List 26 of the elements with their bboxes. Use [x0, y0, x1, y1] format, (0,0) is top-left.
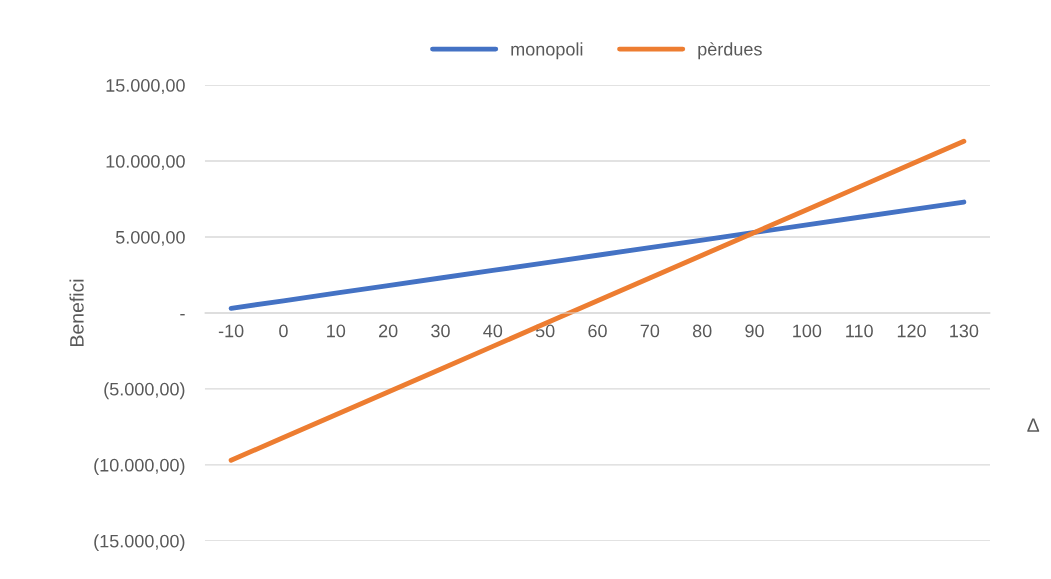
legend-label: pèrdues	[698, 42, 762, 60]
x-tick-label: 40	[483, 324, 503, 338]
x-tick-label: 20	[379, 324, 398, 338]
x-tick-label: 120	[897, 324, 926, 338]
x-tick-label: 110	[846, 324, 873, 338]
y-tick-label: (5.000,00)	[104, 382, 185, 400]
y-tick-label: -	[180, 313, 185, 316]
y-tick-label: 15.000,00	[106, 79, 185, 94]
x-tick-label: 80	[692, 324, 712, 338]
x-tick-label: 0	[279, 324, 288, 338]
y-tick-label: 10.000,00	[106, 154, 185, 170]
legend-label: monopoli	[511, 42, 583, 60]
x-tick-label: 130	[950, 324, 979, 338]
line-series	[228, 199, 967, 311]
x-tick-label: -10	[218, 324, 244, 338]
x-tick-label: 10	[327, 324, 346, 338]
x-tick-label: 90	[745, 324, 764, 338]
x-tick-label: 60	[588, 324, 607, 338]
x-tick-label: 30	[431, 324, 450, 338]
x-tick-label: 70	[640, 324, 660, 338]
y-tick-label: (10.000,00)	[94, 458, 185, 476]
x-tick-label: 100	[793, 324, 822, 338]
y-tick-label: 5.000,00	[115, 230, 185, 246]
x-axis-title: Δ	[1027, 418, 1040, 432]
y-tick-label: (15.000,00)	[94, 534, 185, 552]
y-axis-title: Benefici	[69, 279, 84, 346]
